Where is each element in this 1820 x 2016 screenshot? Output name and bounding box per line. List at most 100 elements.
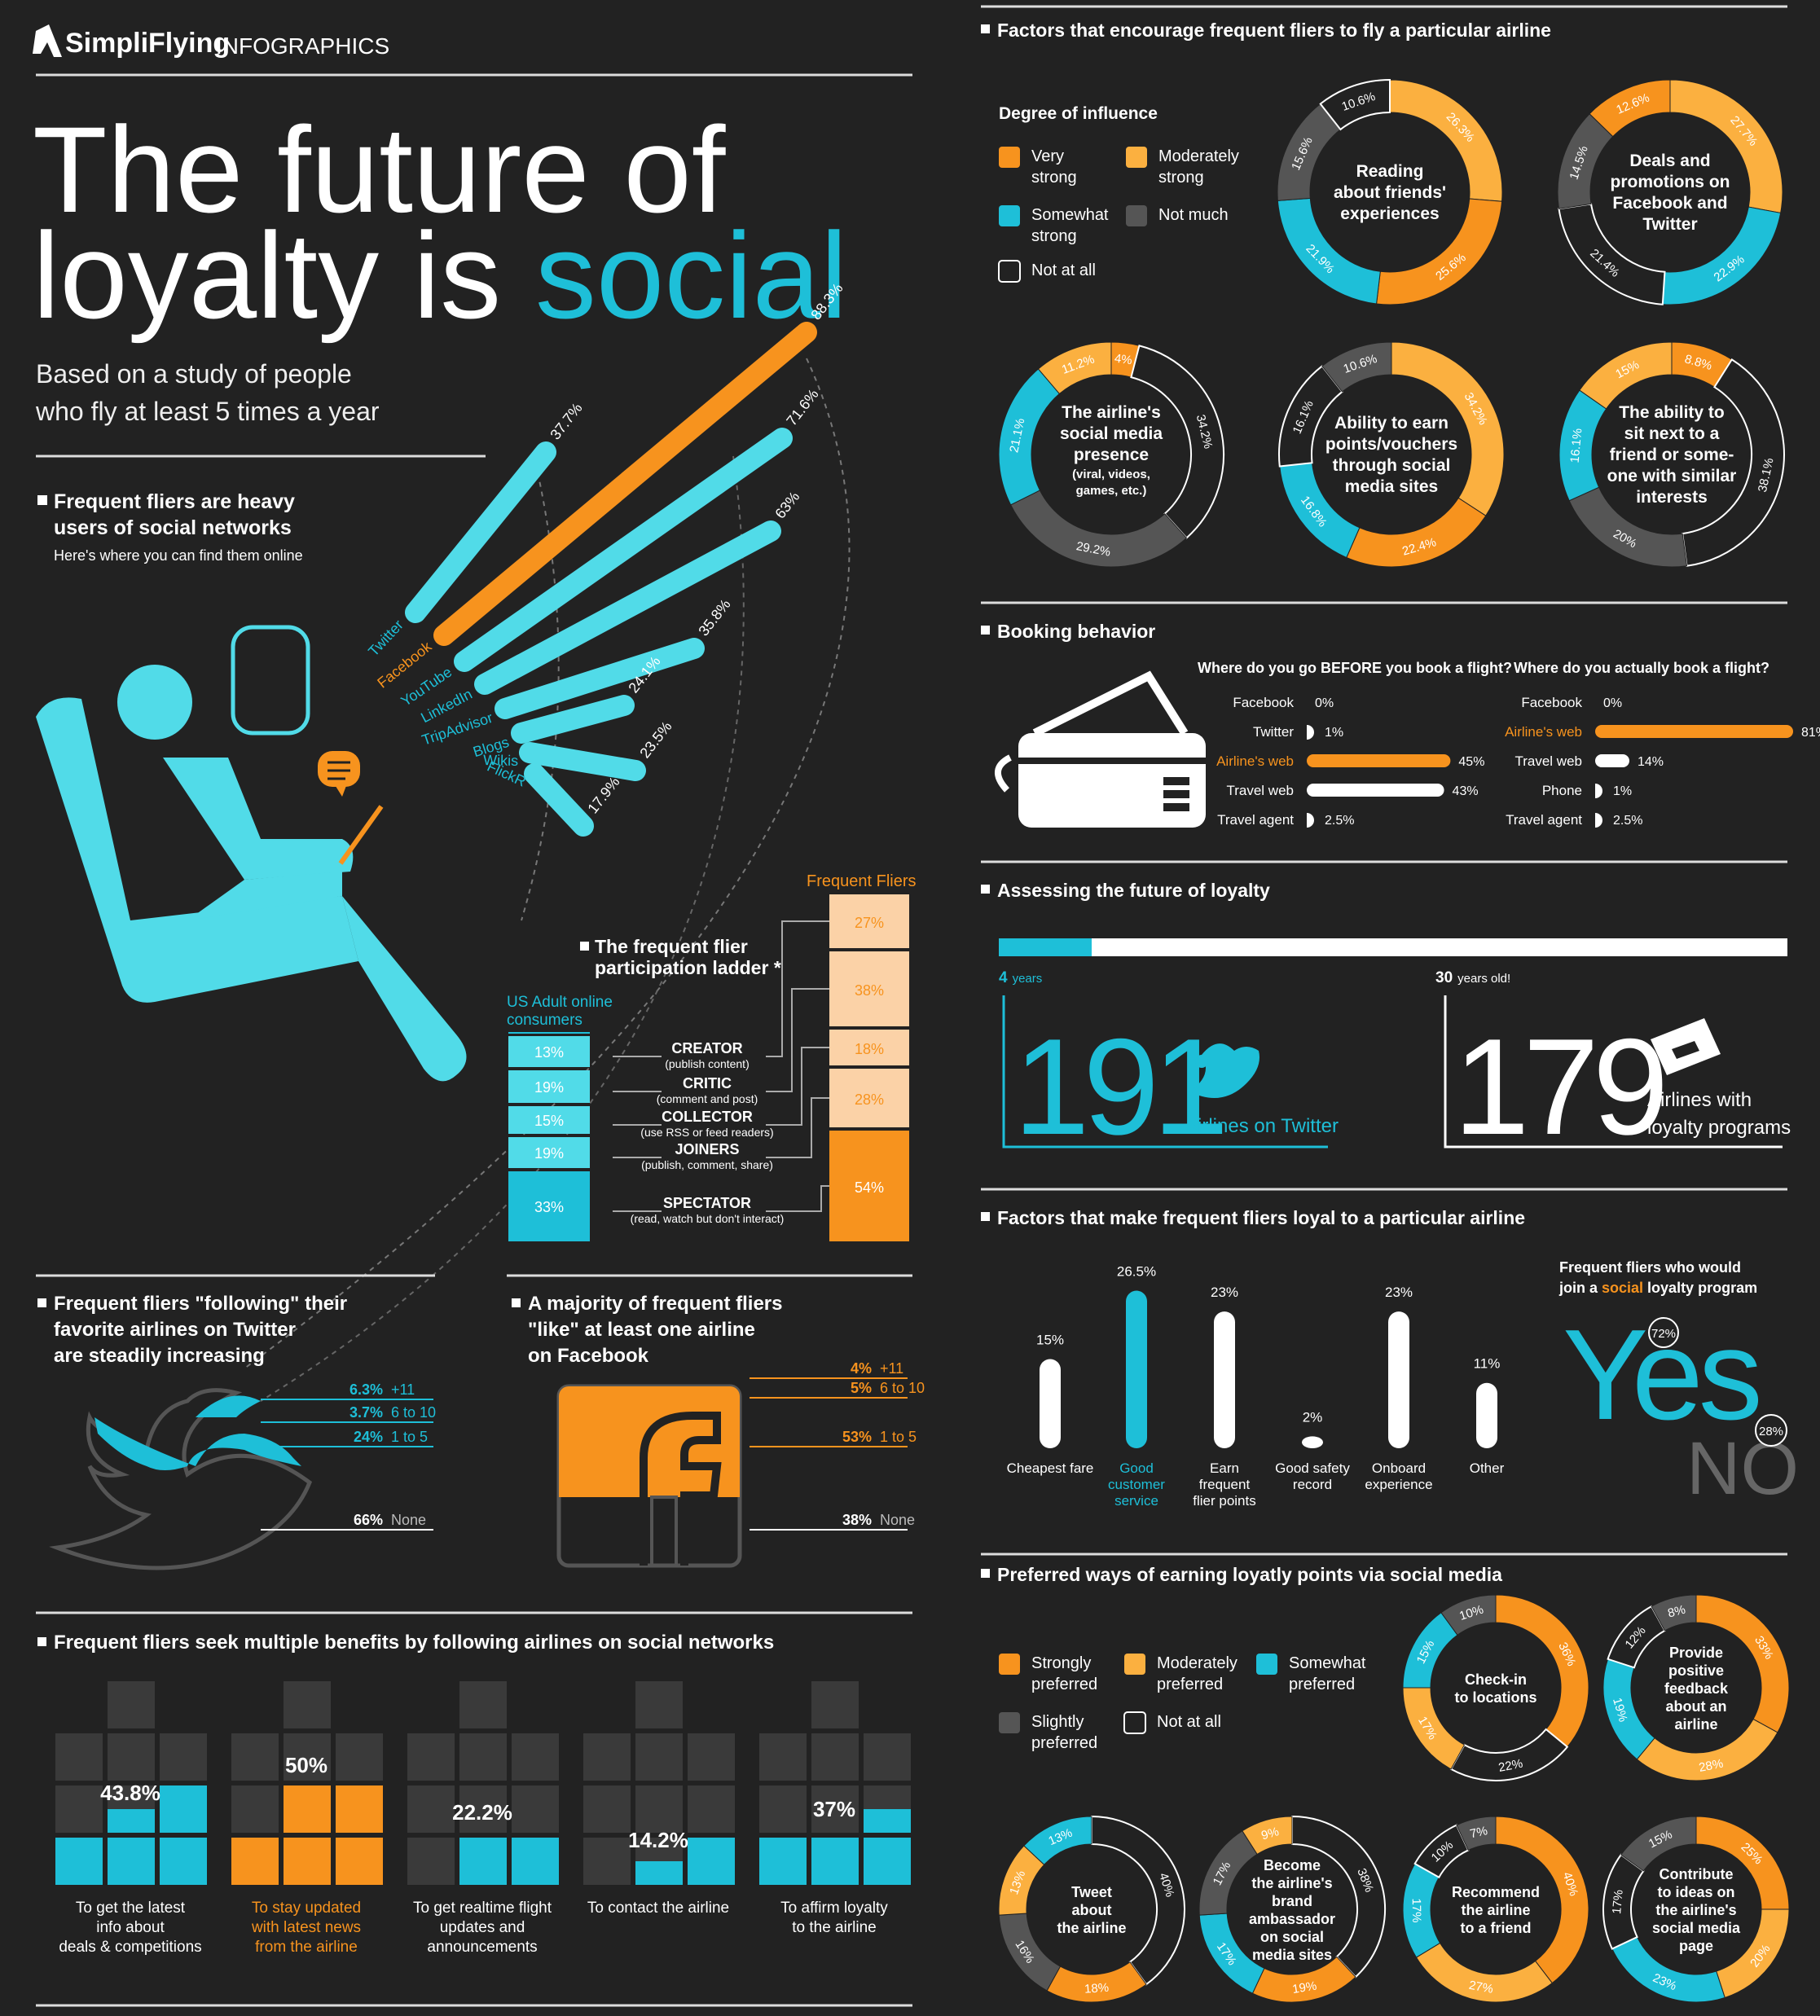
network-name: Wikis bbox=[483, 752, 518, 769]
donut-segment bbox=[1291, 1815, 1386, 1979]
twitter-row-label: 1 to 5 bbox=[391, 1429, 428, 1445]
facebook-row-pct: 5% bbox=[851, 1380, 872, 1396]
donut-label: about friends' bbox=[1334, 183, 1446, 202]
donut-segment-label: 18% bbox=[1084, 1981, 1110, 1996]
loyal-bar-label: record bbox=[1293, 1477, 1332, 1492]
ladder-ff-pct: 54% bbox=[855, 1179, 884, 1196]
legend-label: Not at all bbox=[1031, 261, 1096, 279]
factors-legend-title: Degree of influence bbox=[999, 104, 1158, 123]
benefit-label: info about bbox=[96, 1919, 165, 1936]
loyal-bar-label: Other bbox=[1470, 1460, 1505, 1476]
benefit-cell bbox=[407, 1838, 455, 1885]
booking-row-label: Facebook bbox=[1521, 695, 1582, 710]
legend-label: strong bbox=[1031, 169, 1077, 187]
benefits-heading: Frequent fliers seek multiple benefits b… bbox=[54, 1632, 774, 1654]
ladder-us-pct: 33% bbox=[534, 1199, 564, 1215]
facebook-heading-2: "like" at least one airline bbox=[528, 1319, 755, 1341]
donut-segment-label: 28% bbox=[1698, 1757, 1725, 1775]
twitter-row-label: 6 to 10 bbox=[391, 1404, 436, 1421]
network-bar bbox=[454, 428, 793, 672]
benefit-cell bbox=[811, 1785, 859, 1833]
loyal-bar bbox=[1214, 1311, 1235, 1448]
donut-segment bbox=[1440, 1594, 1497, 1636]
future-section: Assessing the future of loyalty 4 years 3… bbox=[981, 880, 1791, 1163]
booking-row-value: 1% bbox=[1613, 784, 1632, 798]
legend-swatch bbox=[1126, 147, 1147, 168]
donut-label: to ideas on bbox=[1657, 1884, 1734, 1900]
facebook-row-pct: 53% bbox=[842, 1429, 872, 1445]
donut-label: The ability to bbox=[1619, 403, 1725, 422]
benefit-cell bbox=[512, 1733, 559, 1781]
ladder-ff-block bbox=[829, 894, 909, 948]
benefit-cell bbox=[688, 1733, 735, 1781]
booking-row-label: Travel web bbox=[1226, 783, 1294, 798]
brand-tag: INFOGRAPHICS bbox=[216, 33, 389, 59]
benefit-cell bbox=[284, 1838, 331, 1885]
benefit-label: To stay updated bbox=[252, 1900, 361, 1917]
join-line2c: loyalty program bbox=[1643, 1280, 1757, 1296]
benefit-label: updates and bbox=[440, 1919, 525, 1936]
loyal-bar bbox=[1476, 1382, 1497, 1448]
donut-segment bbox=[1456, 1816, 1497, 1851]
legend-swatch bbox=[998, 260, 1021, 283]
donut-label: Become bbox=[1264, 1857, 1321, 1873]
legend-swatch bbox=[999, 1654, 1020, 1675]
booking-row-value: 2.5% bbox=[1325, 814, 1354, 828]
donut-label: Ability to earn bbox=[1334, 414, 1449, 433]
loyal-bar bbox=[1126, 1290, 1147, 1448]
future-left-age-unit: years bbox=[1013, 972, 1043, 986]
twitter-row-label: None bbox=[391, 1512, 426, 1528]
donut-label: one with similar bbox=[1607, 467, 1737, 485]
booking-row-value: 0% bbox=[1603, 696, 1622, 710]
twitter-row-label: +11 bbox=[391, 1381, 415, 1398]
title-line1: The future of bbox=[33, 101, 726, 238]
donut-label: social media bbox=[1652, 1920, 1741, 1936]
facebook-row-label: 1 to 5 bbox=[880, 1429, 917, 1445]
donut-segment-label: 27% bbox=[1468, 1979, 1495, 1996]
facebook-likes-section: A majority of frequent fliers "like" at … bbox=[512, 1293, 925, 1568]
ladder-right-label: Frequent Fliers bbox=[807, 872, 917, 890]
donut-label: promotions on bbox=[1611, 173, 1730, 191]
legend-label: Moderately bbox=[1158, 147, 1239, 165]
earning-donut: 33%28%19%12%8%Providepositivefeedbackabo… bbox=[1602, 1594, 1790, 1781]
benefit-cell bbox=[336, 1733, 383, 1781]
ladder-us-block bbox=[508, 1171, 590, 1241]
legend-label: Moderately bbox=[1157, 1654, 1238, 1672]
factors-section: Factors that encourage frequent fliers t… bbox=[981, 20, 1785, 568]
ladder-ff-pct: 28% bbox=[855, 1091, 884, 1108]
benefit-label: To get realtime flight bbox=[413, 1900, 552, 1917]
passenger-seat-illustration bbox=[36, 625, 467, 1082]
ladder-us-pct: 19% bbox=[534, 1145, 564, 1162]
benefit-cell bbox=[512, 1838, 559, 1885]
benefit-cell bbox=[407, 1733, 455, 1781]
ladder-section: The frequent flier participation ladder … bbox=[507, 872, 917, 1241]
twitter-heading-2: favorite airlines on Twitter bbox=[54, 1319, 296, 1341]
network-bar bbox=[511, 695, 635, 744]
ladder-rung-desc: (read, watch but don't interact) bbox=[631, 1212, 785, 1225]
donut-sublabel: (viral, videos, bbox=[1072, 468, 1150, 481]
benefit-pct: 37% bbox=[813, 1797, 855, 1821]
booking-heading: Booking behavior bbox=[997, 621, 1155, 642]
booking-row-value: 14% bbox=[1638, 755, 1664, 769]
loyal-bar-label: customer bbox=[1108, 1477, 1165, 1492]
donut-segment-label: 17% bbox=[1409, 1898, 1423, 1922]
ladder-us-pct: 15% bbox=[534, 1113, 564, 1129]
future-left-age: 4 bbox=[999, 969, 1008, 986]
donut-segment-label: 17% bbox=[1610, 1889, 1626, 1914]
donut-label: to a friend bbox=[1460, 1920, 1531, 1936]
booking-section: Booking behavior Where do you go BEFORE … bbox=[981, 621, 1820, 828]
donut-label: points/vouchers bbox=[1325, 435, 1457, 454]
factors-heading: Factors that encourage frequent fliers t… bbox=[997, 20, 1551, 41]
donut-label: Tweet bbox=[1071, 1884, 1112, 1900]
legend-label: Not much bbox=[1158, 206, 1229, 224]
booking-row-value: 1% bbox=[1325, 726, 1343, 740]
window-icon bbox=[231, 625, 310, 736]
benefit-cell bbox=[583, 1785, 631, 1833]
legend-label: strong bbox=[1031, 227, 1077, 245]
donut-label: social media bbox=[1060, 424, 1163, 443]
donut-segment bbox=[1091, 1815, 1185, 1986]
networks-heading-2: users of social networks bbox=[54, 516, 292, 539]
subtitle-1: Based on a study of people bbox=[36, 359, 352, 389]
